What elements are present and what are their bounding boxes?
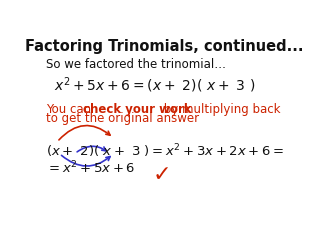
- Text: $(x +\ 2)(\ x +\ 3\ ) = x^{2}+3x+2x+6 =$: $(x +\ 2)(\ x +\ 3\ ) = x^{2}+3x+2x+6 =$: [46, 143, 284, 160]
- Text: Factoring Trinomials, continued...: Factoring Trinomials, continued...: [25, 39, 303, 54]
- Text: $= x^{2}+5x+6$: $= x^{2}+5x+6$: [46, 160, 135, 176]
- Text: So we factored the trinomial…: So we factored the trinomial…: [46, 58, 226, 71]
- FancyArrowPatch shape: [61, 155, 110, 166]
- FancyArrowPatch shape: [77, 146, 106, 152]
- Text: $x^{2}+5x+6 = (x +\ 2)(\ x +\ 3\ )$: $x^{2}+5x+6 = (x +\ 2)(\ x +\ 3\ )$: [54, 75, 255, 95]
- Text: check your work: check your work: [83, 103, 191, 116]
- Text: $\checkmark$: $\checkmark$: [152, 163, 169, 183]
- FancyArrowPatch shape: [59, 126, 110, 140]
- Text: You can: You can: [46, 103, 95, 116]
- Text: by multiplying back: by multiplying back: [160, 103, 281, 116]
- Text: to get the original answer: to get the original answer: [46, 112, 199, 125]
